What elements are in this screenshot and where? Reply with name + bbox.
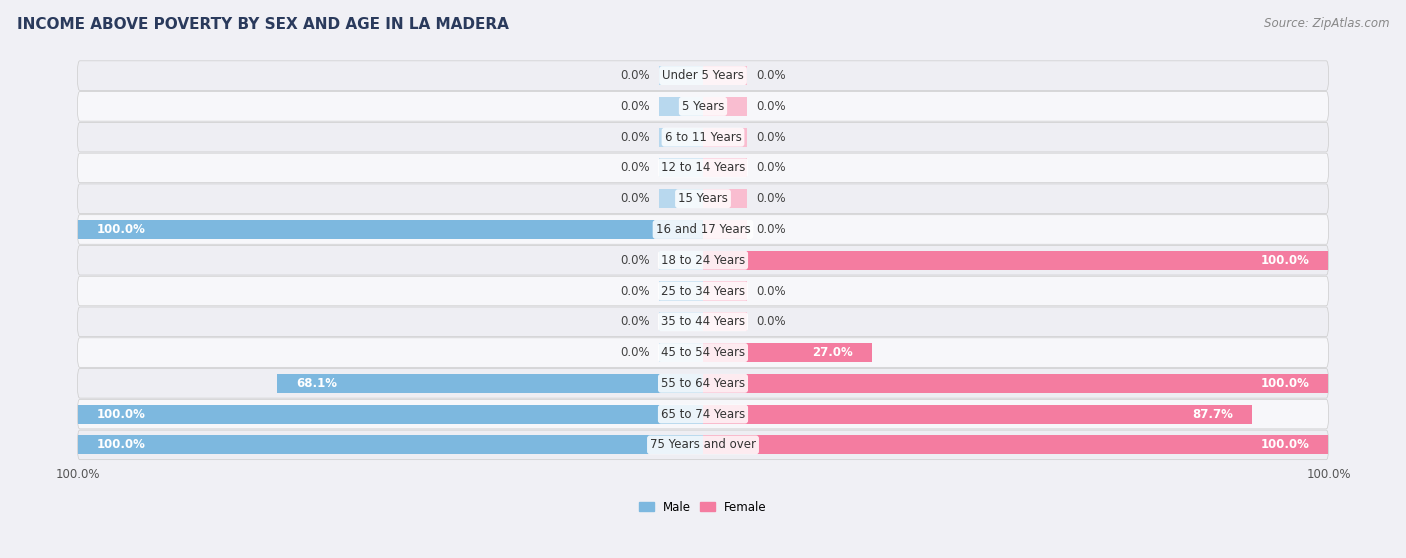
Text: 0.0%: 0.0%: [620, 254, 650, 267]
Bar: [659, 66, 703, 85]
Text: 6 to 11 Years: 6 to 11 Years: [665, 131, 741, 143]
Bar: [659, 189, 703, 208]
Text: Source: ZipAtlas.com: Source: ZipAtlas.com: [1264, 17, 1389, 30]
Text: 100.0%: 100.0%: [1261, 439, 1310, 451]
Text: 0.0%: 0.0%: [756, 285, 786, 297]
FancyBboxPatch shape: [77, 61, 1329, 90]
Text: 100.0%: 100.0%: [1261, 377, 1310, 390]
Text: 100.0%: 100.0%: [55, 468, 100, 481]
Bar: [703, 374, 1329, 393]
FancyBboxPatch shape: [77, 184, 1329, 214]
Bar: [703, 97, 747, 116]
FancyBboxPatch shape: [77, 400, 1329, 429]
FancyBboxPatch shape: [77, 153, 1329, 182]
Text: 75 Years and over: 75 Years and over: [650, 439, 756, 451]
Text: INCOME ABOVE POVERTY BY SEX AND AGE IN LA MADERA: INCOME ABOVE POVERTY BY SEX AND AGE IN L…: [17, 17, 509, 32]
Bar: [77, 220, 703, 239]
Text: 0.0%: 0.0%: [620, 315, 650, 328]
Bar: [703, 66, 747, 85]
Bar: [659, 158, 703, 177]
Text: 0.0%: 0.0%: [756, 315, 786, 328]
Text: 0.0%: 0.0%: [620, 285, 650, 297]
Text: 0.0%: 0.0%: [620, 69, 650, 82]
Text: 68.1%: 68.1%: [295, 377, 337, 390]
Text: 55 to 64 Years: 55 to 64 Years: [661, 377, 745, 390]
Bar: [659, 128, 703, 147]
FancyBboxPatch shape: [77, 276, 1329, 306]
Text: 0.0%: 0.0%: [620, 346, 650, 359]
Text: 65 to 74 Years: 65 to 74 Years: [661, 407, 745, 421]
Bar: [703, 405, 1251, 424]
FancyBboxPatch shape: [77, 92, 1329, 121]
Text: 0.0%: 0.0%: [756, 131, 786, 143]
Text: 100.0%: 100.0%: [96, 439, 145, 451]
Text: 87.7%: 87.7%: [1192, 407, 1233, 421]
Text: 0.0%: 0.0%: [756, 69, 786, 82]
FancyBboxPatch shape: [77, 430, 1329, 460]
Bar: [659, 312, 703, 331]
Bar: [659, 281, 703, 301]
FancyBboxPatch shape: [77, 246, 1329, 275]
Bar: [703, 251, 1329, 270]
Bar: [703, 128, 747, 147]
Bar: [703, 312, 747, 331]
Bar: [703, 281, 747, 301]
Text: 12 to 14 Years: 12 to 14 Years: [661, 161, 745, 175]
FancyBboxPatch shape: [77, 215, 1329, 244]
Bar: [77, 405, 703, 424]
Text: 27.0%: 27.0%: [813, 346, 853, 359]
Bar: [703, 189, 747, 208]
Text: 0.0%: 0.0%: [756, 100, 786, 113]
Text: 5 Years: 5 Years: [682, 100, 724, 113]
Text: 0.0%: 0.0%: [756, 161, 786, 175]
FancyBboxPatch shape: [77, 307, 1329, 336]
Text: 18 to 24 Years: 18 to 24 Years: [661, 254, 745, 267]
Text: 100.0%: 100.0%: [1306, 468, 1351, 481]
Text: 15 Years: 15 Years: [678, 192, 728, 205]
Bar: [703, 435, 1329, 454]
Bar: [659, 97, 703, 116]
Text: 0.0%: 0.0%: [756, 192, 786, 205]
Bar: [659, 343, 703, 362]
Text: 0.0%: 0.0%: [620, 161, 650, 175]
Bar: [659, 251, 703, 270]
FancyBboxPatch shape: [77, 369, 1329, 398]
Bar: [703, 158, 747, 177]
Text: 100.0%: 100.0%: [96, 407, 145, 421]
Bar: [77, 435, 703, 454]
Text: 35 to 44 Years: 35 to 44 Years: [661, 315, 745, 328]
Text: 45 to 54 Years: 45 to 54 Years: [661, 346, 745, 359]
Text: 0.0%: 0.0%: [620, 100, 650, 113]
Bar: [703, 220, 747, 239]
Bar: [703, 343, 872, 362]
Text: 100.0%: 100.0%: [1261, 254, 1310, 267]
Legend: Male, Female: Male, Female: [634, 496, 772, 518]
Text: 100.0%: 100.0%: [96, 223, 145, 236]
Text: 0.0%: 0.0%: [620, 131, 650, 143]
Text: Under 5 Years: Under 5 Years: [662, 69, 744, 82]
Text: 0.0%: 0.0%: [756, 223, 786, 236]
Text: 16 and 17 Years: 16 and 17 Years: [655, 223, 751, 236]
FancyBboxPatch shape: [77, 122, 1329, 152]
Text: 0.0%: 0.0%: [620, 192, 650, 205]
Bar: [277, 374, 703, 393]
FancyBboxPatch shape: [77, 338, 1329, 367]
Text: 25 to 34 Years: 25 to 34 Years: [661, 285, 745, 297]
